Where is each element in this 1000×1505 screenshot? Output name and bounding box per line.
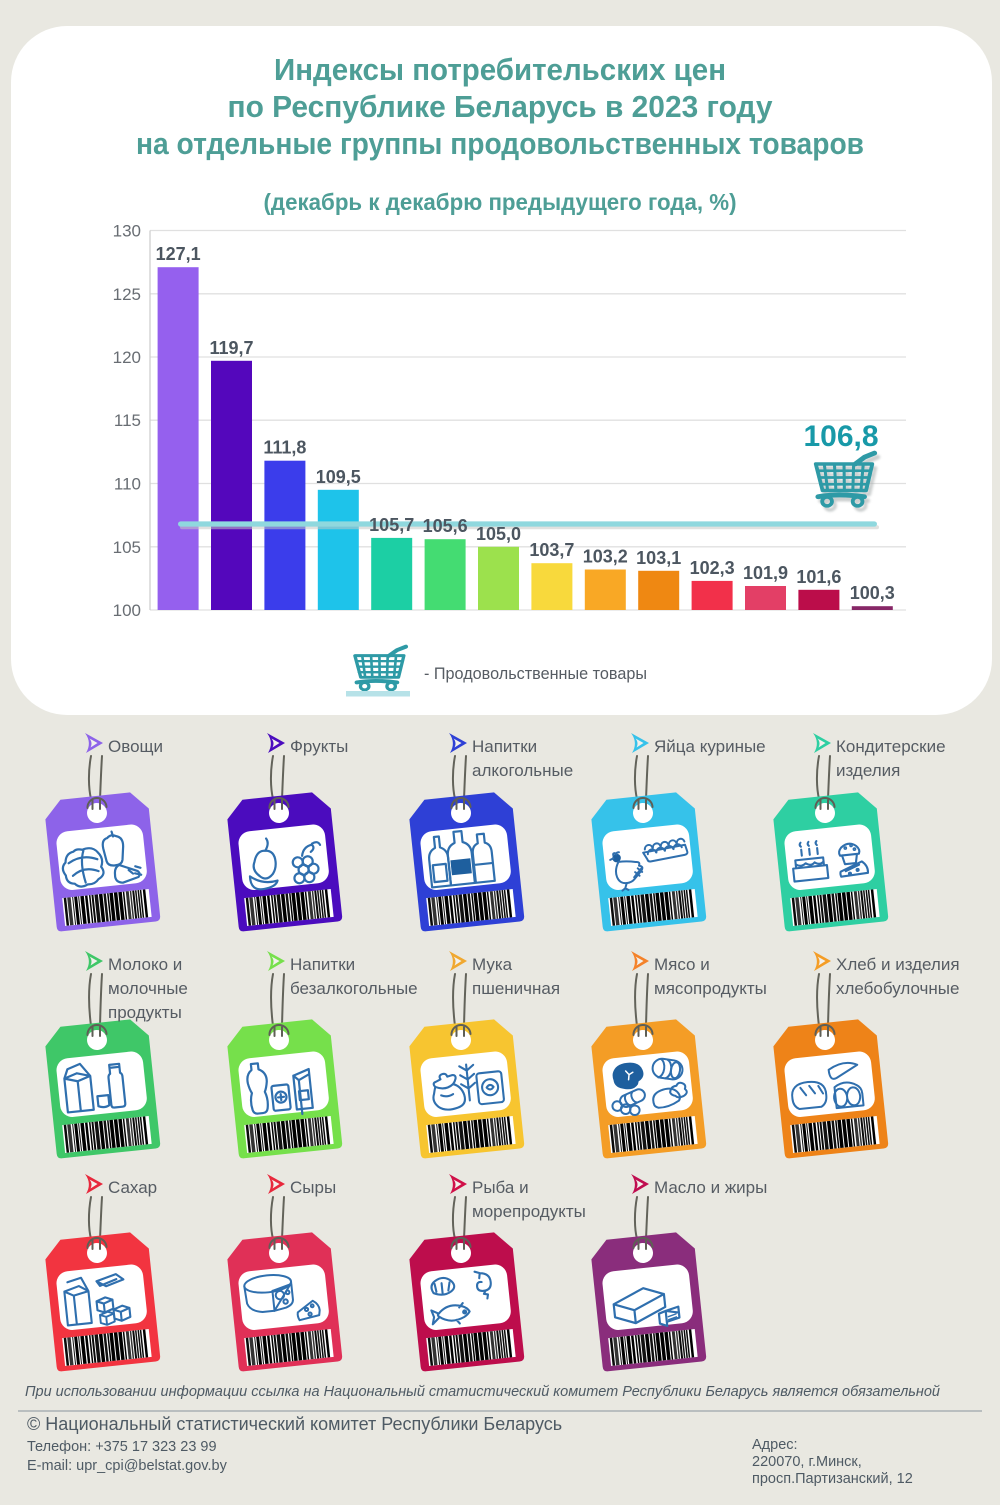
svg-text:101,6: 101,6 — [796, 567, 841, 587]
svg-text:Масло и жиры: Масло и жиры — [654, 1178, 767, 1197]
svg-text:220070, г.Минск,: 220070, г.Минск, — [752, 1454, 862, 1470]
svg-text:125: 125 — [113, 285, 141, 304]
svg-text:105,0: 105,0 — [476, 524, 521, 544]
svg-text:102,3: 102,3 — [690, 558, 735, 578]
svg-text:105,6: 105,6 — [423, 516, 468, 536]
svg-text:(декабрь к декабрю предыдущего: (декабрь к декабрю предыдущего года, %) — [264, 189, 737, 215]
svg-text:Адрес:: Адрес: — [752, 1437, 798, 1453]
svg-text:103,7: 103,7 — [529, 540, 574, 560]
svg-text:103,2: 103,2 — [583, 547, 628, 567]
svg-text:100,3: 100,3 — [850, 583, 895, 603]
svg-text:по Республике Беларусь в 2023: по Республике Беларусь в 2023 году — [228, 89, 774, 124]
svg-text:115: 115 — [114, 411, 141, 430]
svg-text:- Продовольственные товары: - Продовольственные товары — [424, 664, 647, 683]
svg-text:105: 105 — [113, 538, 141, 557]
svg-text:просп.Партизанский, 12: просп.Партизанский, 12 — [752, 1471, 913, 1487]
svg-text:Сахар: Сахар — [108, 1178, 157, 1197]
svg-text:на отдельные группы продовольс: на отдельные группы продовольственных то… — [136, 126, 864, 161]
svg-text:130: 130 — [113, 222, 141, 241]
svg-text:© Национальный статистический: © Национальный статистический комитет Ре… — [27, 1414, 562, 1434]
svg-text:101,9: 101,9 — [743, 563, 788, 583]
svg-text:E-mail: upr_cpi@belstat.gov.by: E-mail: upr_cpi@belstat.gov.by — [27, 1458, 228, 1474]
svg-text:111,8: 111,8 — [263, 438, 306, 458]
svg-text:110: 110 — [114, 475, 141, 494]
svg-text:Телефон: +375 17 323 23 99: Телефон: +375 17 323 23 99 — [27, 1439, 217, 1455]
svg-text:При использовании информации с: При использовании информации ссылка на Н… — [25, 1383, 941, 1400]
svg-text:Яйца куриные: Яйца куриные — [654, 737, 766, 756]
svg-text:120: 120 — [113, 348, 141, 367]
svg-text:127,1: 127,1 — [156, 244, 201, 264]
svg-text:105,7: 105,7 — [369, 515, 414, 535]
svg-text:106,8: 106,8 — [803, 420, 878, 453]
svg-text:Овощи: Овощи — [108, 737, 163, 756]
svg-text:100: 100 — [113, 601, 141, 620]
svg-text:103,1: 103,1 — [636, 548, 681, 568]
svg-text:Индексы потребительских цен: Индексы потребительских цен — [274, 52, 726, 87]
svg-text:Сыры: Сыры — [290, 1178, 336, 1197]
svg-text:109,5: 109,5 — [316, 467, 361, 487]
svg-text:119,7: 119,7 — [209, 338, 253, 358]
svg-text:Фрукты: Фрукты — [290, 737, 348, 756]
